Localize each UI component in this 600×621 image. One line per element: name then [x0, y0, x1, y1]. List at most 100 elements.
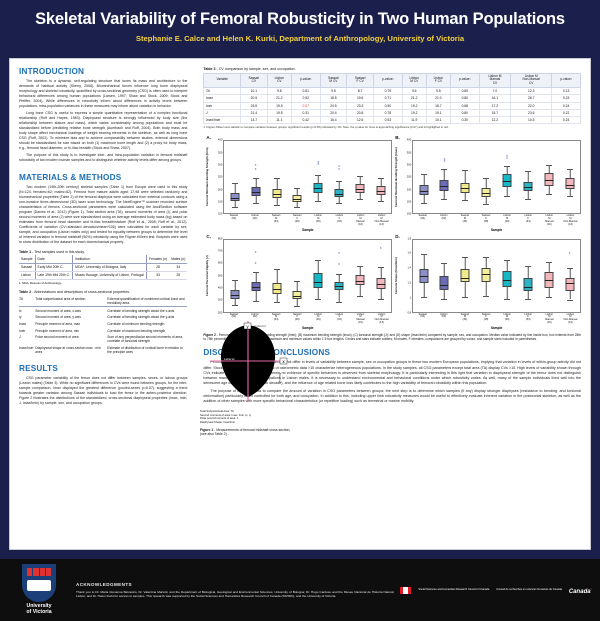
- table3-variable: Imin: [203, 101, 241, 110]
- x-tick-label: Lisbon F (33): [335, 214, 344, 223]
- whisker-cap: [566, 169, 573, 170]
- x-axis-label: Sample: [302, 325, 314, 330]
- table1-cell: Sassari: [19, 263, 36, 272]
- panel-letter: B.: [395, 135, 400, 141]
- y-tick: 200: [406, 188, 412, 192]
- whisker-cap: [483, 295, 490, 297]
- x-tick-label: Sassari M (34): [271, 312, 281, 322]
- x-tick-label: Lisbon M (29): [314, 214, 323, 223]
- table3-cell: 24.6: [240, 101, 268, 110]
- median-line: [376, 191, 386, 192]
- table3-cell: 0.50: [373, 101, 403, 110]
- x-tick-label: Lisbon M (29): [503, 312, 511, 322]
- median-line: [419, 190, 429, 192]
- boxplot-series: ✶: [370, 240, 391, 312]
- canada-flag-icon: [400, 586, 412, 594]
- plot-area: ✶ ✶ ✶ ✶ ✶ ✶: [223, 140, 393, 215]
- whisker-cap: [441, 198, 448, 200]
- svg-text:x: x: [282, 360, 285, 365]
- table3-cell: 0.78: [373, 108, 403, 117]
- x-tick-label: Lisbon M Non-Manual (13): [374, 214, 389, 226]
- whisker-cap: [294, 207, 301, 208]
- table2-name: Second moment of area, x-axis: [35, 308, 81, 313]
- boxplot-panel-a: A. Femoral Minimum Bending Strength (Imin…: [203, 133, 393, 232]
- table3-cell: 7.0: [478, 87, 512, 96]
- x-tick-label: Sassari F (28): [292, 214, 302, 223]
- table3-cell: 0.53: [373, 115, 403, 125]
- boxplot-series: ✶ ✶: [329, 240, 350, 312]
- whisker-cap: [252, 301, 259, 302]
- table3-cell: 18.8: [319, 94, 348, 103]
- table1-cell: 28: [169, 271, 188, 280]
- table3-cell: 17.2: [478, 101, 512, 110]
- box-rect: [313, 182, 323, 194]
- box-rect: [502, 270, 512, 287]
- table3-cell: 9.5: [319, 87, 348, 96]
- figure2-caption-label: Figure 2: [203, 332, 216, 337]
- whisker-cap: [356, 266, 363, 267]
- table3-cell: 19.5: [266, 108, 292, 117]
- whisker-cap: [462, 296, 469, 298]
- table3-cell: 10.1: [425, 115, 451, 125]
- table1-header-institution: Institution: [72, 255, 147, 264]
- box-rect: [251, 282, 261, 292]
- figure1-caption: Figure 1 - Measurements of femoral midsh…: [200, 428, 296, 437]
- y-tick: 400: [406, 138, 412, 142]
- median-line: [502, 181, 512, 183]
- whisker-cap: [441, 169, 448, 170]
- table2-name: Principle moment of area, max: [35, 321, 81, 326]
- whisker-cap: [524, 266, 531, 267]
- figure1-caption-text: - Measurements of femoral midshaft cross…: [200, 427, 291, 437]
- table2-caption-text: - Abbreviations and descriptions of cros…: [32, 289, 131, 294]
- x-axis-label: Sample: [302, 227, 314, 232]
- intro-paragraph-1: The skeleton is a dynamic, self-regulati…: [19, 79, 188, 109]
- x-tick-label: Sassari M (34): [460, 312, 470, 322]
- box-rect: [334, 282, 344, 291]
- table3-cell: 10.5: [510, 115, 553, 125]
- x-tick-label: Lisbon (62): [251, 214, 259, 221]
- whisker-cap: [252, 271, 259, 273]
- whisker-cap: [315, 259, 322, 261]
- median-line: [544, 180, 554, 182]
- table2-symbol: Iy: [19, 315, 22, 320]
- whisker-cap: [524, 198, 531, 200]
- whisker-cap: [377, 201, 384, 202]
- x-tick-label: Sassari (62): [229, 312, 239, 319]
- panel-letter: C.: [206, 233, 211, 239]
- table3-cell: 0.79: [373, 87, 403, 96]
- discussion-paragraph-2: The purpose of this study was to compare…: [203, 388, 581, 404]
- table-row: J Polar second moment of area Sum of any…: [19, 334, 187, 345]
- table3-cell: 23.6: [510, 108, 553, 117]
- whisker-cap: [273, 177, 280, 179]
- table3-header-3: p-value¹: [290, 72, 321, 89]
- y-tick: 250: [406, 175, 412, 179]
- whisker-cap: [441, 263, 448, 264]
- median-line: [544, 279, 554, 281]
- section-heading-introduction: INTRODUCTION: [19, 67, 85, 76]
- table3-cell: 24.5: [319, 101, 348, 110]
- whisker-cap: [566, 267, 573, 269]
- whisker-cap: [483, 203, 490, 205]
- box-rect: [502, 173, 512, 187]
- table3-cell: 20.4: [319, 108, 348, 117]
- table1-header-sample: Sample: [19, 255, 36, 264]
- whisker-cap: [273, 269, 280, 270]
- box-rect: [460, 269, 470, 283]
- median-line: [460, 188, 470, 189]
- table1-header-date: Date: [34, 255, 73, 264]
- x-tick-label: Lisbon (62): [440, 312, 448, 319]
- boxplot-series: [413, 141, 434, 213]
- boxplot-series: [538, 141, 559, 213]
- box-rect: [481, 187, 491, 197]
- table3-cell: 0.69: [449, 87, 480, 96]
- whisker-cap: [504, 166, 510, 167]
- y-tick: 1.4: [407, 266, 412, 270]
- table-row: Imin 24.6 19.5 0.07 24.5 23.3 0.50 19.2 18.7 0.68…: [203, 101, 581, 110]
- y-axis-label: Femoral Torsional Rigidity (J): [205, 255, 210, 296]
- whisker-cap: [336, 203, 343, 204]
- table3-cell: 0.24: [551, 115, 581, 125]
- y-axis-label: Femoral Shape (Imax/Imin): [394, 257, 399, 294]
- whisker-cap: [483, 177, 490, 179]
- page-title: Skeletal Variability of Femoral Robustic…: [35, 10, 565, 28]
- panel-letter: D.: [395, 233, 400, 239]
